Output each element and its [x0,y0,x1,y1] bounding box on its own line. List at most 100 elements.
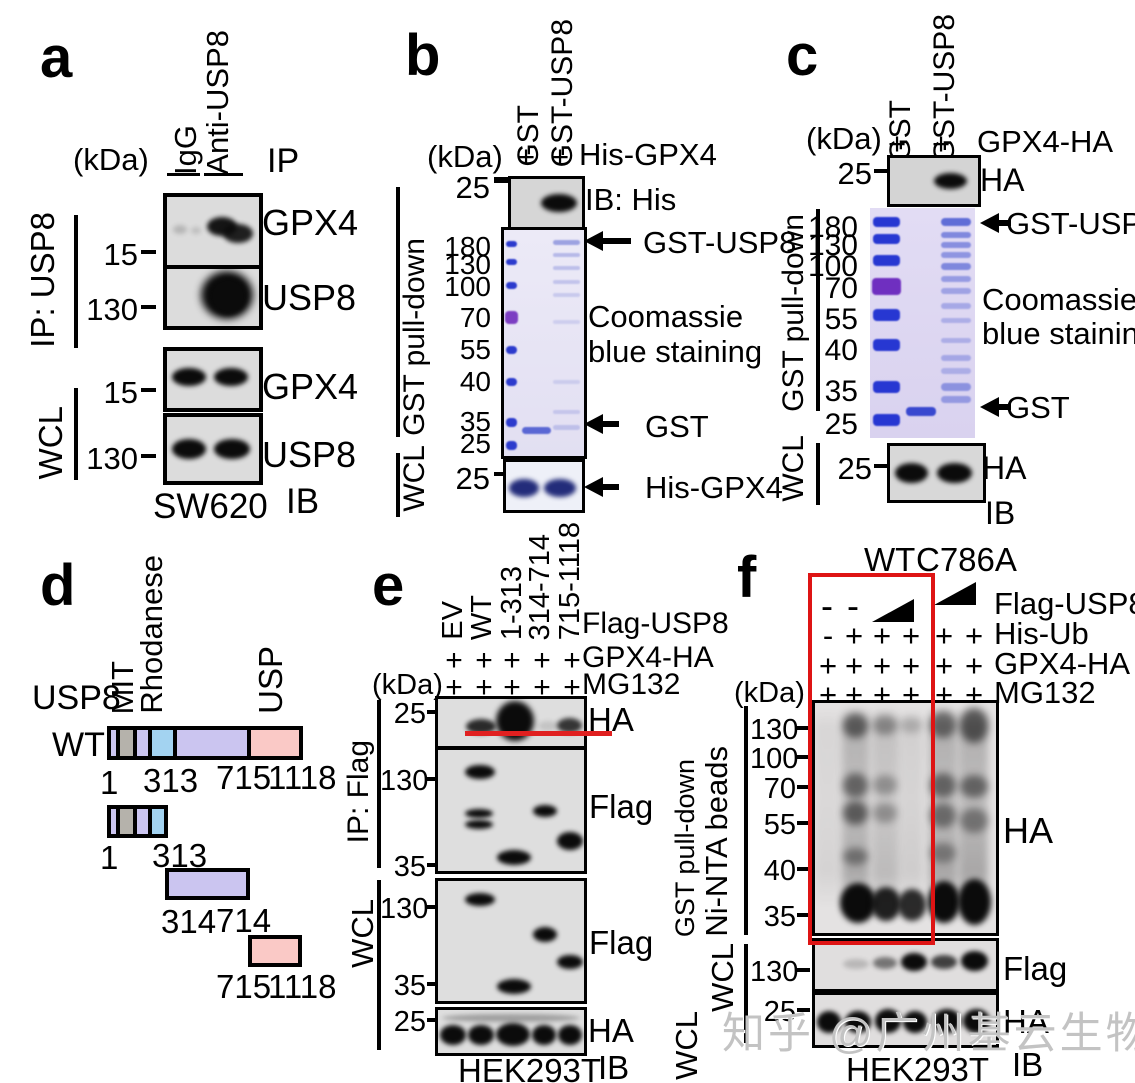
band [468,1025,494,1045]
band [843,801,868,825]
marker-dash [797,968,810,972]
residue-number: 714 [216,902,272,939]
arrow-label: His-GPX4 [645,470,783,505]
band [541,194,577,212]
segment-usp [251,730,299,756]
gel-band [553,240,580,245]
gel-band [941,355,971,361]
band-smear [442,1014,580,1022]
marker-130: 130 [86,292,138,327]
group-label-ni-nta: Ni-NTA beads [699,746,734,937]
lane-label-igg: IgG [168,125,203,175]
sign: + [872,648,892,683]
band [173,225,187,234]
band [933,1009,961,1033]
band [843,713,868,738]
band [466,719,496,734]
plus-sign: + [888,126,907,161]
panel-b-letter: b [405,23,441,88]
gel-marker: 100 [750,743,799,775]
lane-label-anti-usp8: Anti-USP8 [200,30,235,175]
sign: + [901,648,921,683]
band [901,953,927,971]
band [532,1025,556,1045]
reagent-gpx4-ha: GPX4-HA [582,641,714,674]
residue-number: 1118 [268,968,337,1005]
marker-dash [427,863,440,867]
marker-130: 130 [86,441,138,476]
bracket-gst-pulldown-b [396,187,400,437]
band [557,955,583,969]
blot-label: HA [980,162,1025,198]
plus-sign: + [932,126,951,161]
domain-bar-wt [107,726,303,760]
bracket-wcl-c [816,443,820,505]
plus-sign: + [445,671,463,704]
band [440,1025,466,1045]
gel-band [506,346,517,354]
segment-mit [120,730,137,756]
segment [111,730,120,756]
gel-band [553,380,580,384]
group-label-wcl-a: WCL [32,405,69,479]
blot-label: HA [588,1012,634,1049]
band [533,805,557,817]
gel-band [941,252,971,258]
smear [872,706,898,911]
sign: + [934,648,954,683]
cell-line-e: HEK293T [458,1052,602,1083]
band [903,1011,927,1033]
band [558,1025,582,1045]
gel-marker: 35 [763,901,796,933]
gel-band-gst [522,427,551,434]
arrow-label: GST-USP8 [643,225,797,260]
marker-25: 25 [393,698,426,730]
plus-sign: + [551,139,570,174]
marker-dash [874,169,887,173]
residue-number: 715 [216,759,272,796]
smear [899,708,923,908]
band [223,224,253,243]
band [533,927,557,942]
coomassie-caption: Coomassie [588,299,744,334]
blot-label: USP8 [262,434,357,475]
titration-wedge [872,599,914,622]
gel-marker: 180 [444,231,491,262]
plus-sign: + [475,644,493,677]
gel-band [553,253,580,257]
reagent-gpx4-ha: GPX4-HA [994,646,1131,681]
gel-band [941,276,971,282]
gel-marker: 25 [824,408,858,441]
marker-dash [797,1008,810,1012]
marker-25: 25 [837,156,872,191]
sign: + [901,618,921,653]
gel-band [873,217,900,227]
blot-ib-his [508,176,585,230]
kda-label-a: (kDa) [73,142,149,177]
gel-band [941,368,971,374]
blot-wcl-b [503,459,585,513]
band [817,1011,841,1033]
reagent-his-ub: His-Ub [994,616,1089,651]
residue-number: 314 [161,903,217,940]
bracket-wcl-f [744,944,748,1043]
marker-25: 25 [763,996,796,1028]
marker-dash [427,1018,440,1022]
bracket-gst-pulldown-c [816,209,820,411]
ib-his-label: IB: His [585,182,677,217]
panel-d-letter: d [40,553,76,618]
reagent-his-gpx4: His-GPX4 [579,137,717,172]
band [960,708,988,743]
band [873,715,897,735]
wt-label: WT [52,726,105,764]
lane-underline [204,173,243,176]
segment [111,809,120,834]
gel-marker: 70 [459,302,491,333]
gel-marker: 130 [750,714,799,746]
reagent-flag-usp8: Flag-USP8 [582,607,729,640]
plus-sign: + [517,139,536,174]
blot-ip-gpx4 [163,193,263,271]
gel-band [553,293,580,297]
band [958,879,991,925]
group-label-ip-flag: IP: Flag [342,739,375,843]
